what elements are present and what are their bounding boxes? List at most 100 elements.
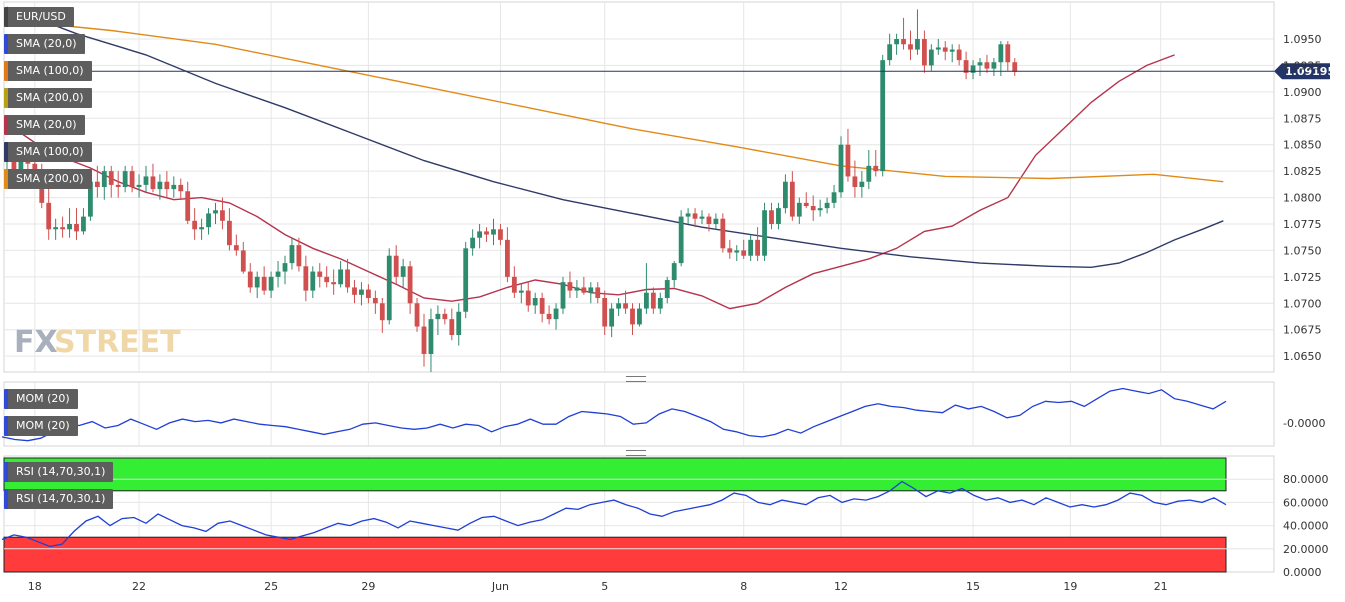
candle-body [956,49,962,61]
candle-body [81,216,86,232]
rsi-label-2[interactable]: RSI (14,70,30,1) [4,489,114,509]
candle-body [53,227,59,230]
legend-tag[interactable]: SMA (200,0) [4,88,92,108]
candle-body [748,239,754,256]
candle-body [88,181,93,217]
y-tick-label: 1.0850 [1283,139,1322,152]
candle [859,171,865,198]
candle [317,263,323,288]
candle [609,303,615,338]
candle [136,174,142,198]
candle-body [831,192,837,203]
candle [386,248,392,325]
candle [164,171,170,198]
candle [956,44,962,66]
candle-body [331,282,337,285]
candle-body [720,218,726,249]
candle [379,298,385,333]
candle [748,234,754,261]
candle-body [783,181,788,209]
candle [991,58,997,76]
candle-body [206,213,211,228]
candle-body [553,308,559,320]
legend-tag[interactable]: SMA (200,0) [4,169,92,189]
candle-body [546,313,552,320]
legend-tag[interactable]: SMA (20,0) [4,34,85,54]
candle [692,208,698,228]
candle [240,241,246,274]
legend-tag[interactable]: SMA (100,0) [4,142,92,162]
candle-body [845,144,851,177]
candle [254,271,260,298]
candle-body [484,231,489,235]
candle-body [282,263,288,272]
candle-body [762,210,767,256]
candle-body [532,298,538,306]
candle-body [345,269,350,288]
candle-body [810,206,816,211]
candle [303,255,309,302]
candle [94,165,100,198]
candle [233,234,239,256]
candle-body [505,239,510,277]
candle [525,282,531,312]
candle-body [456,311,462,335]
candle-body [178,184,184,192]
candle-body [192,220,198,230]
candle-body [303,266,309,291]
candle [838,136,844,198]
candle [935,39,941,55]
candle [310,266,316,298]
candle-body [901,39,906,45]
candle [227,208,232,251]
mom-label-1[interactable]: MOM (20) [4,389,78,409]
candle [171,176,177,198]
candle-body [366,289,371,298]
candle-body [393,255,399,277]
candle-body [685,213,691,217]
candle [824,197,830,214]
candle-body [630,308,635,325]
candle [484,227,489,242]
candle [421,313,427,367]
candle [435,305,441,335]
candle [776,202,781,230]
candle [192,208,198,240]
candle [637,303,642,327]
mom-label-2[interactable]: MOM (20) [4,416,78,436]
panel-resize-handle-1[interactable] [626,376,646,382]
legend-tag[interactable]: SMA (100,0) [4,61,92,81]
candle-body [866,165,872,182]
candle [511,266,517,298]
candle [498,224,503,246]
candle-body [143,176,149,185]
candle-body [18,154,24,172]
candle [108,165,114,198]
candle-body [908,44,913,50]
candle [261,266,267,295]
candle-body [220,210,225,221]
candle-body [942,47,948,52]
candle [602,290,608,335]
candle [60,216,65,238]
panel-resize-handle-2[interactable] [626,450,646,456]
rsi-label-1[interactable]: RSI (14,70,30,1) [4,462,114,482]
candle [942,41,948,61]
candle [796,197,802,224]
candle [157,174,163,200]
candle [178,178,184,200]
candle-body [463,248,469,312]
candle [129,165,135,193]
candle-body [539,298,545,314]
candle-body [803,202,809,207]
candle [866,150,872,190]
candle-body [963,60,969,73]
legend-tag[interactable]: SMA (20,0) [4,115,85,135]
candle-body [67,224,72,230]
candle-body [664,280,670,298]
candle-body [32,163,38,173]
candle [685,208,691,224]
symbol-tag[interactable]: EUR/USD [4,7,74,27]
